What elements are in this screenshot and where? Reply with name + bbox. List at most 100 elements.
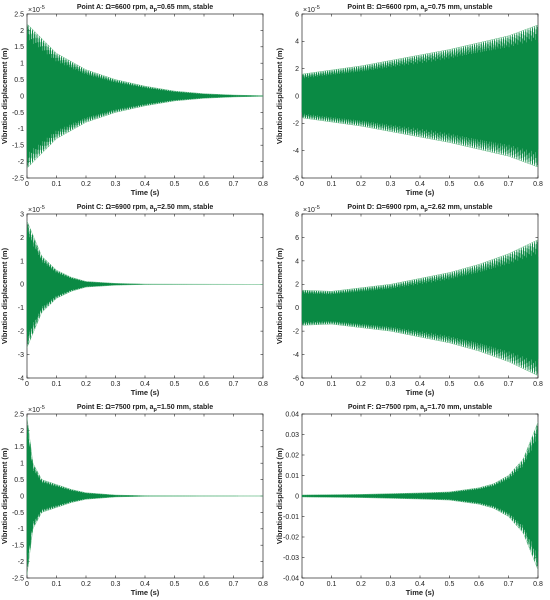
chart-svg: Point A: Ω=6600 rpm, ap=0.65 mm, stable 0…	[0, 4, 268, 197]
y-tick-label: -1	[18, 526, 24, 533]
y-tick-label: 4	[295, 39, 299, 46]
y-tick-label: 6	[295, 235, 299, 242]
y-tick-label: 0.5	[14, 77, 24, 84]
vibration-signal	[301, 240, 539, 376]
y-tick-label: 1.5	[14, 444, 24, 451]
y-tick-label: 0.03	[285, 432, 299, 439]
x-tick-label: 0.7	[504, 581, 514, 588]
x-tick-label: 0.7	[504, 381, 514, 388]
x-tick-label: 0.1	[52, 181, 62, 188]
x-tick-label: 0.5	[445, 381, 455, 388]
x-tick-label: 0.6	[199, 381, 209, 388]
y-tick-label: -2	[293, 329, 299, 336]
signal-lower-envelope	[301, 117, 539, 168]
chart-panel-c: Point C: Ω=6900 rpm, ap=2.50 mm, stable 0…	[0, 200, 275, 400]
y-tick-label: -2.5	[12, 575, 24, 582]
chart-panel-f: Point F: Ω=7500 rpm, ap=1.70 mm, unstabl…	[275, 400, 550, 600]
x-tick-label: 0.4	[415, 581, 425, 588]
x-tick-label: 0.4	[415, 381, 425, 388]
y-axis-label: Vibration displacement (m)	[0, 447, 9, 544]
y-tick-label: -2	[18, 559, 24, 566]
y-tick-label: -0.04	[283, 575, 299, 582]
signal-upper-envelope	[301, 239, 539, 292]
x-tick-label: 0.6	[474, 181, 484, 188]
y-tick-label: 3	[20, 211, 24, 218]
x-tick-label: 0.2	[81, 381, 91, 388]
y-axis-label: Vibration displacement (m)	[275, 447, 284, 544]
x-tick-label: 0.1	[327, 381, 337, 388]
x-tick-label: 0.5	[445, 181, 455, 188]
x-tick-label: 0.2	[356, 181, 366, 188]
x-tick-label: 0.2	[81, 181, 91, 188]
chart-panel-a: Point A: Ω=6600 rpm, ap=0.65 mm, stable 0…	[0, 0, 275, 200]
x-tick-label: 0.7	[229, 581, 239, 588]
axis-multiplier: ×10-5	[303, 205, 320, 214]
x-tick-label: 0.8	[533, 381, 543, 388]
chart-svg: Point E: Ω=7500 rpm, ap=1.50 mm, stable 0…	[0, 404, 268, 597]
chart-svg: Point B: Ω=6600 rpm, ap=0.75 mm, unstabl…	[275, 4, 543, 197]
signal-lower-envelope	[26, 96, 264, 169]
x-tick-label: 0.7	[229, 181, 239, 188]
vibration-signal	[26, 24, 264, 168]
y-tick-label: 1	[20, 61, 24, 68]
x-tick-label: 0.4	[415, 181, 425, 188]
signal-lower-envelope	[26, 495, 263, 575]
x-tick-label: 0.1	[327, 581, 337, 588]
y-tick-label: 0	[295, 93, 299, 100]
x-tick-label: 0.7	[229, 381, 239, 388]
x-tick-label: 0.4	[140, 581, 150, 588]
y-tick-label: 2	[20, 428, 24, 435]
vibration-signal	[301, 25, 539, 167]
y-tick-label: 0	[295, 493, 299, 500]
y-tick-label: -1	[18, 126, 24, 133]
x-tick-label: 0.5	[170, 381, 180, 388]
y-tick-label: 8	[295, 211, 299, 218]
y-tick-label: 2.5	[14, 411, 24, 418]
y-tick-label: 2.5	[14, 11, 24, 18]
x-axis-label: Time (s)	[406, 588, 435, 597]
x-axis-label: Time (s)	[131, 388, 160, 397]
x-tick-label: 0	[300, 581, 304, 588]
y-tick-label: -3	[18, 352, 24, 359]
x-tick-label: 0.8	[258, 181, 268, 188]
x-tick-label: 0	[300, 381, 304, 388]
y-tick-label: 0.02	[285, 452, 299, 459]
x-tick-label: 0.5	[170, 181, 180, 188]
chart-title: Point B: Ω=6600 rpm, ap=0.75 mm, unstabl…	[347, 4, 492, 13]
x-tick-label: 0.3	[386, 381, 396, 388]
x-tick-label: 0.3	[111, 581, 121, 588]
x-tick-label: 0.8	[258, 381, 268, 388]
signal-lower-envelope	[26, 284, 263, 348]
y-tick-label: 0.04	[285, 411, 299, 418]
y-tick-label: 0.01	[285, 473, 299, 480]
y-tick-label: -1.5	[12, 543, 24, 550]
y-tick-label: -0.01	[283, 514, 299, 521]
x-tick-label: 0.8	[533, 581, 543, 588]
x-tick-label: 0.1	[52, 381, 62, 388]
x-tick-label: 0.8	[533, 181, 543, 188]
y-tick-label: -6	[293, 375, 299, 382]
y-tick-label: -4	[293, 352, 299, 359]
y-tick-label: 0.5	[14, 477, 24, 484]
y-tick-label: -4	[293, 148, 299, 155]
x-tick-label: 0	[300, 181, 304, 188]
chart-title: Point C: Ω=6900 rpm, ap=2.50 mm, stable	[77, 204, 214, 213]
y-tick-label: 2	[295, 282, 299, 289]
x-tick-label: 0.5	[445, 581, 455, 588]
x-axis-label: Time (s)	[406, 388, 435, 397]
x-tick-label: 0.4	[140, 381, 150, 388]
x-tick-label: 0	[25, 181, 29, 188]
y-tick-label: -2	[18, 159, 24, 166]
plot-area	[26, 213, 264, 379]
axis-multiplier: ×10-5	[303, 5, 320, 14]
y-tick-label: -1.5	[12, 143, 24, 150]
y-axis-label: Vibration displacement (m)	[0, 247, 9, 344]
y-tick-label: -1	[18, 305, 24, 312]
x-tick-label: 0.3	[386, 181, 396, 188]
y-tick-label: 2	[295, 66, 299, 73]
x-tick-label: 0.5	[170, 581, 180, 588]
chart-title: Point E: Ω=7500 rpm, ap=1.50 mm, stable	[77, 404, 213, 413]
x-tick-label: 0.3	[111, 381, 121, 388]
y-axis-label: Vibration displacement (m)	[275, 247, 284, 344]
axis-multiplier: ×10-5	[28, 205, 45, 214]
